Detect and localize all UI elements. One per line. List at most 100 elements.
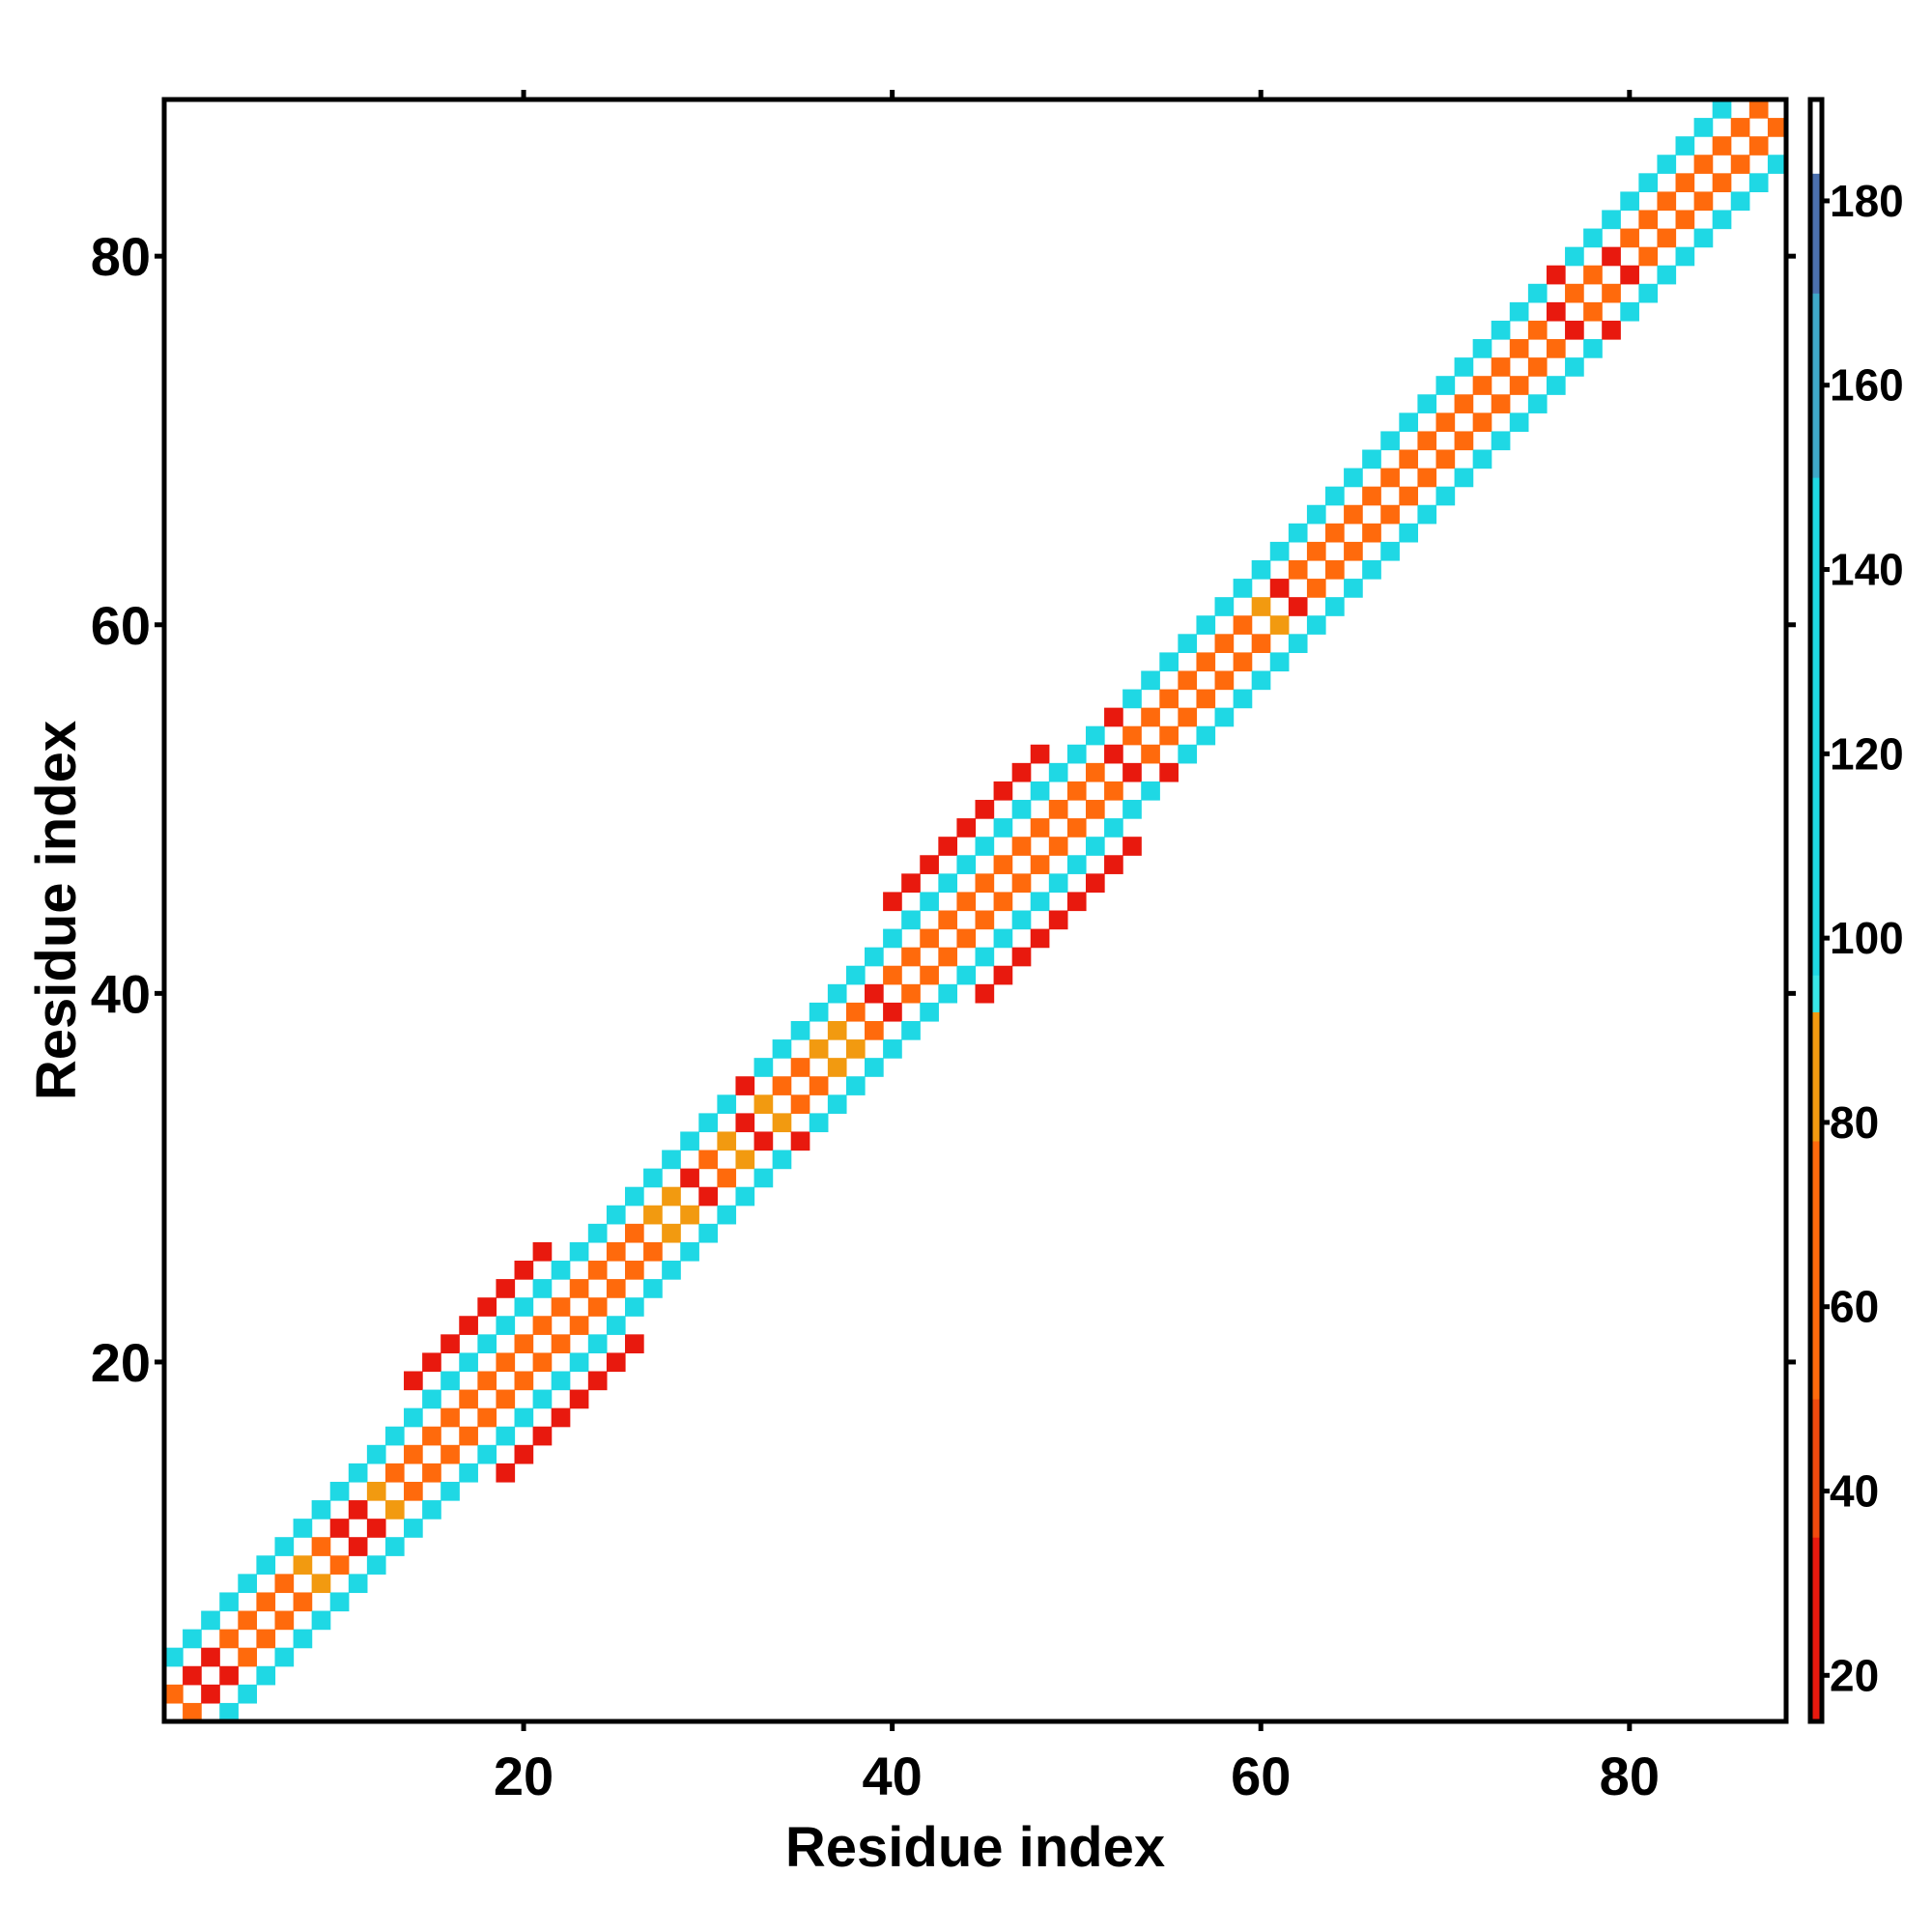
heatmap-cell (1159, 725, 1179, 746)
heatmap-cell (514, 1371, 534, 1391)
heatmap-cell (735, 1076, 755, 1095)
heatmap-cell (993, 892, 1013, 912)
heatmap-cell (477, 1297, 497, 1317)
heatmap-cell (404, 1371, 423, 1391)
heatmap-cell (1085, 762, 1105, 782)
heatmap-cell (459, 1426, 478, 1446)
heatmap-cell (883, 965, 902, 985)
heatmap-cell (956, 855, 977, 874)
heatmap-cell (1122, 762, 1142, 782)
heatmap-cell (1048, 837, 1068, 856)
heatmap-cell (809, 1076, 829, 1095)
heatmap-cell (1104, 781, 1123, 801)
heatmap-cell (1104, 818, 1123, 838)
heatmap-cell (753, 1131, 774, 1151)
heatmap-cell (1030, 744, 1050, 764)
heatmap-cell (1380, 504, 1400, 525)
colorbar-segment (1810, 477, 1822, 976)
heatmap-cell (219, 1592, 239, 1612)
heatmap-cell (1565, 283, 1584, 303)
heatmap-cell (920, 965, 939, 985)
colorbar-tick-label: 100 (1830, 913, 1904, 963)
heatmap-cell (1472, 376, 1492, 395)
heatmap-cell (1066, 892, 1087, 912)
heatmap-cell (274, 1537, 295, 1556)
heatmap-cell (1288, 559, 1308, 580)
heatmap-cell (1730, 191, 1750, 212)
heatmap-cell (901, 947, 921, 967)
heatmap-cell (1509, 412, 1529, 433)
heatmap-cell (1657, 155, 1677, 174)
heatmap-cell (1712, 173, 1732, 192)
heatmap-cell (201, 1610, 220, 1631)
heatmap-cell (348, 1574, 368, 1594)
x-tick-label: 20 (494, 1746, 554, 1806)
heatmap-cell (569, 1389, 589, 1409)
heatmap-cell (496, 1426, 516, 1446)
heatmap-cell (735, 1186, 755, 1207)
heatmap-cell (1546, 339, 1566, 358)
heatmap-cell (551, 1334, 571, 1354)
heatmap-cell (274, 1610, 295, 1631)
heatmap-cell (587, 1334, 608, 1354)
heatmap-cell (183, 1665, 202, 1686)
heatmap-cell (662, 1261, 681, 1280)
heatmap-cell (1399, 523, 1419, 543)
heatmap-cell (883, 892, 902, 912)
heatmap-cell (384, 1500, 405, 1520)
heatmap-cell (477, 1371, 497, 1391)
heatmap-cell (329, 1481, 350, 1501)
heatmap-cell (311, 1574, 331, 1594)
heatmap-cell (201, 1647, 220, 1667)
colorbar-frame (1807, 97, 1825, 1724)
heatmap-cell (1435, 486, 1456, 506)
heatmap-cell (827, 983, 847, 1004)
heatmap-cell (459, 1352, 478, 1373)
heatmap-cell (662, 1150, 681, 1170)
heatmap-cell (1306, 504, 1326, 525)
heatmap-cell (496, 1352, 516, 1373)
heatmap-cell (865, 947, 884, 967)
heatmap-cell (1288, 597, 1308, 616)
colorbar-tick-label: 20 (1830, 1650, 1879, 1700)
heatmap-cell (551, 1297, 571, 1317)
heatmap-cell (1196, 725, 1216, 746)
heatmap-cell (1011, 800, 1032, 819)
heatmap-cell (938, 837, 958, 856)
heatmap-cell (1104, 707, 1123, 727)
heatmap-cell (1399, 449, 1419, 469)
heatmap-cell (1288, 634, 1308, 653)
heatmap-cell (238, 1647, 257, 1667)
heatmap-cell (1602, 320, 1621, 340)
heatmap-cell (1196, 615, 1216, 635)
heatmap-cell (293, 1555, 313, 1575)
heatmap-cell (1583, 265, 1603, 285)
heatmap-cell (1491, 431, 1511, 451)
heatmap-cell (1048, 910, 1068, 930)
heatmap-cell (1583, 228, 1603, 248)
heatmap-cell (993, 965, 1013, 985)
heatmap-cell (1214, 707, 1235, 727)
heatmap-cell (1344, 468, 1363, 488)
heatmap-cell (993, 928, 1013, 949)
colorbar-segment (1810, 1399, 1822, 1538)
heatmap-cell (1362, 523, 1381, 543)
heatmap-cell (1214, 670, 1235, 691)
heatmap-cell (1657, 265, 1677, 285)
heatmap-cell (680, 1241, 699, 1262)
heatmap-cell (1380, 468, 1400, 488)
heatmap-cell (1141, 781, 1160, 801)
heatmap-cell (717, 1168, 737, 1188)
heatmap-cell (1675, 210, 1695, 230)
heatmap-cell (1565, 357, 1584, 377)
heatmap-cell (1066, 855, 1087, 874)
heatmap-cell (938, 947, 958, 967)
heatmap-cell (938, 983, 958, 1004)
heatmap-cell (753, 1168, 774, 1188)
heatmap-cell (404, 1407, 423, 1428)
heatmap-cell (219, 1702, 239, 1722)
heatmap-cell (1454, 431, 1474, 451)
heatmap-cell (1048, 873, 1068, 894)
heatmap-cell (348, 1500, 368, 1520)
